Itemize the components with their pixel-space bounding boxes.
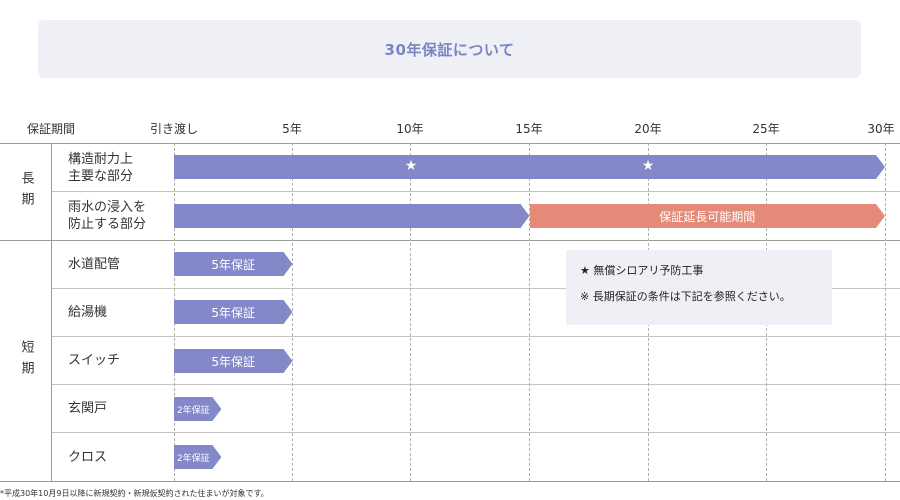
grid-line-row5: [51, 384, 900, 385]
bar-switch: 5年保証: [174, 349, 293, 373]
row-label-switch: スイッチ: [68, 353, 121, 368]
legend-condition-note: ※ 長期保証の条件は下記を参照ください。: [580, 290, 791, 303]
group-label-short: 短期: [0, 240, 51, 481]
tick-label-handover: 引き渡し: [149, 122, 199, 136]
bar-wallpaper: 2年保証: [174, 445, 221, 469]
row-label-entrance-door: 玄関戸: [68, 401, 108, 416]
grid-dash-10: [410, 143, 411, 481]
group-label-long-text: 長期: [18, 170, 34, 213]
grid-line-bottom: [0, 481, 900, 482]
grid-line-row4: [51, 336, 900, 337]
row-label-rainwater-line1: 雨水の浸入を: [68, 200, 147, 215]
bar-rainwater-base: [174, 204, 530, 228]
legend-termite: ★ 無償シロアリ予防工事: [580, 264, 704, 277]
grid-line-row6: [51, 432, 900, 433]
row-label-structure-line1: 構造耐力上: [68, 152, 134, 167]
bar-water-heater-label: 5年保証: [211, 305, 256, 320]
bar-rainwater-extension-label: 保証延長可能期間: [659, 209, 756, 224]
tick-label-10: 10年: [396, 122, 424, 136]
row-label-water-heater: 給湯機: [68, 305, 108, 320]
grid-line-row1: [51, 191, 900, 192]
bar-wallpaper-label: 2年保証: [177, 453, 210, 464]
tick-label-5: 5年: [282, 122, 302, 136]
legend-box: ★ 無償シロアリ予防工事 ※ 長期保証の条件は下記を参照ください。: [566, 250, 832, 325]
tick-label-25: 25年: [752, 122, 780, 136]
tick-label-30: 30年: [867, 122, 895, 136]
star-icon-20: ★: [641, 158, 655, 174]
period-axis-label: 保証期間: [27, 122, 76, 136]
bar-plumbing-label: 5年保証: [211, 257, 256, 272]
page-title: 30年保証について: [384, 40, 515, 59]
bar-entrance-door-label: 2年保証: [177, 405, 210, 416]
row-label-plumbing: 水道配管: [68, 257, 121, 272]
grid-dash-30: [885, 143, 886, 481]
tick-label-20: 20年: [634, 122, 662, 136]
row-label-structure-line2: 主要な部分: [68, 169, 134, 184]
group-label-short-text: 短期: [18, 339, 34, 382]
grid-line-group-divider: [0, 240, 900, 241]
row-label-rainwater: 雨水の浸入を 防止する部分: [68, 199, 146, 233]
bar-switch-label: 5年保証: [211, 354, 256, 369]
grid-dash-15: [529, 143, 530, 481]
row-label-structure: 構造耐力上 主要な部分: [68, 151, 133, 185]
bar-rainwater-extension: 保証延長可能期間: [530, 204, 886, 228]
bar-plumbing: 5年保証: [174, 252, 293, 276]
tick-label-15: 15年: [515, 122, 543, 136]
row-label-wallpaper: クロス: [68, 450, 108, 465]
group-column-divider: [51, 143, 52, 481]
group-label-long: 長期: [0, 143, 51, 240]
grid-line-top: [0, 143, 900, 144]
star-icon-10: ★: [404, 158, 418, 174]
title-banner: 30年保証について: [38, 20, 861, 78]
bar-structure: [174, 155, 885, 179]
grid-line-row3: [51, 288, 900, 289]
bar-water-heater: 5年保証: [174, 300, 293, 324]
footnote: *平成30年10月9日以降に新規契約・新規仮契約された住まいが対象です。: [0, 489, 269, 498]
grid-dash-5: [292, 143, 293, 481]
bar-entrance-door: 2年保証: [174, 397, 221, 421]
row-label-rainwater-line2: 防止する部分: [68, 217, 147, 232]
